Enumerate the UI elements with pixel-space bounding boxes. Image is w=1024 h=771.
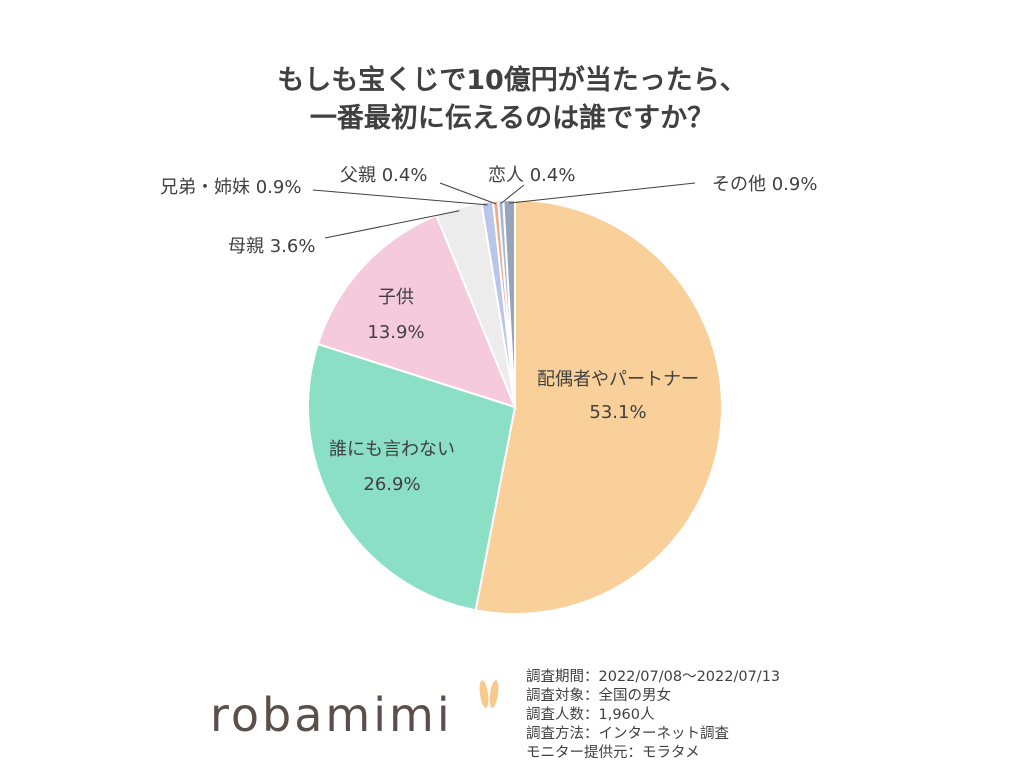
leader-line-7 xyxy=(509,182,696,204)
leader-line-5 xyxy=(439,182,496,205)
slice-label-1: 誰にも言わない xyxy=(329,439,455,460)
slice-value-0: 53.1% xyxy=(589,402,646,423)
robamimi-logo: robamimi xyxy=(210,688,453,742)
chart-title-line-2: 一番最初に伝えるのは誰ですか？ xyxy=(309,103,715,134)
rabbit-ears-icon xyxy=(479,680,499,708)
slice-label-0: 配偶者やパートナー xyxy=(537,369,699,390)
slice-label-5: 父親 0.4% xyxy=(340,165,427,186)
leader-line-4 xyxy=(312,189,488,206)
survey-period: 調査期間：2022/07/08～2022/07/13 xyxy=(526,669,781,685)
pie-slice-7 xyxy=(502,198,516,408)
pie-slice-1 xyxy=(307,342,517,612)
pie-labels: 配偶者やパートナー 53.1% 誰にも言わない 26.9% 子供 13.9% 母親 3.6%… xyxy=(160,164,817,495)
survey-count: 調査人数：1,960人 xyxy=(526,707,655,723)
leader-line-3 xyxy=(324,210,460,239)
slice-label-4: 兄弟・姉妹 0.9% xyxy=(160,177,301,198)
slice-value-2: 13.9% xyxy=(367,322,424,343)
slice-value-1: 26.9% xyxy=(363,474,420,495)
slice-label-2: 子供 xyxy=(378,287,414,308)
slice-label-3: 母親 3.6% xyxy=(228,236,315,257)
pie-slices xyxy=(307,198,723,615)
pie-leader-lines xyxy=(312,182,696,239)
slice-label-6: 恋人 0.4% xyxy=(488,164,575,186)
chart-title: もしも宝くじで10億円が当たったら、 一番最初に伝えるのは誰ですか？ xyxy=(0,62,1024,138)
leader-line-6 xyxy=(500,184,525,204)
chart-title-line-1: もしも宝くじで10億円が当たったら、 xyxy=(277,65,747,96)
survey-provider: モニター提供元：モラタメ xyxy=(526,745,700,761)
slice-label-7: その他 0.9% xyxy=(712,174,817,195)
survey-method: 調査方法：インターネット調査 xyxy=(526,726,729,742)
survey-target: 調査対象：全国の男女 xyxy=(526,688,671,704)
pie-slice-2 xyxy=(316,214,517,409)
pie-slice-0 xyxy=(474,198,723,615)
survey-info: 調査期間：2022/07/08～2022/07/13 調査対象：全国の男女 調査… xyxy=(526,668,780,763)
